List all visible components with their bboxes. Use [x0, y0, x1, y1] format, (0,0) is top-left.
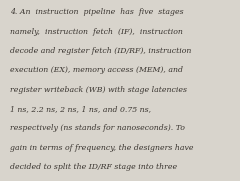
Text: 4. An  instruction  pipeline  has  five  stages: 4. An instruction pipeline has five stag… — [10, 8, 183, 16]
Text: gain in terms of frequency, the designers have: gain in terms of frequency, the designer… — [10, 144, 193, 152]
Text: respectively (ns stands for nanoseconds). To: respectively (ns stands for nanoseconds)… — [10, 124, 185, 132]
Text: decided to split the ID/RF stage into three: decided to split the ID/RF stage into th… — [10, 163, 177, 171]
Text: register writeback (WB) with stage latencies: register writeback (WB) with stage laten… — [10, 86, 187, 94]
Text: 1 ns, 2.2 ns, 2 ns, 1 ns, and 0.75 ns,: 1 ns, 2.2 ns, 2 ns, 1 ns, and 0.75 ns, — [10, 105, 151, 113]
Text: execution (EX), memory access (MEM), and: execution (EX), memory access (MEM), and — [10, 66, 183, 74]
Text: decode and register fetch (ID/RF), instruction: decode and register fetch (ID/RF), instr… — [10, 47, 191, 55]
Text: namely,  instruction  fetch  (IF),  instruction: namely, instruction fetch (IF), instruct… — [10, 28, 182, 35]
